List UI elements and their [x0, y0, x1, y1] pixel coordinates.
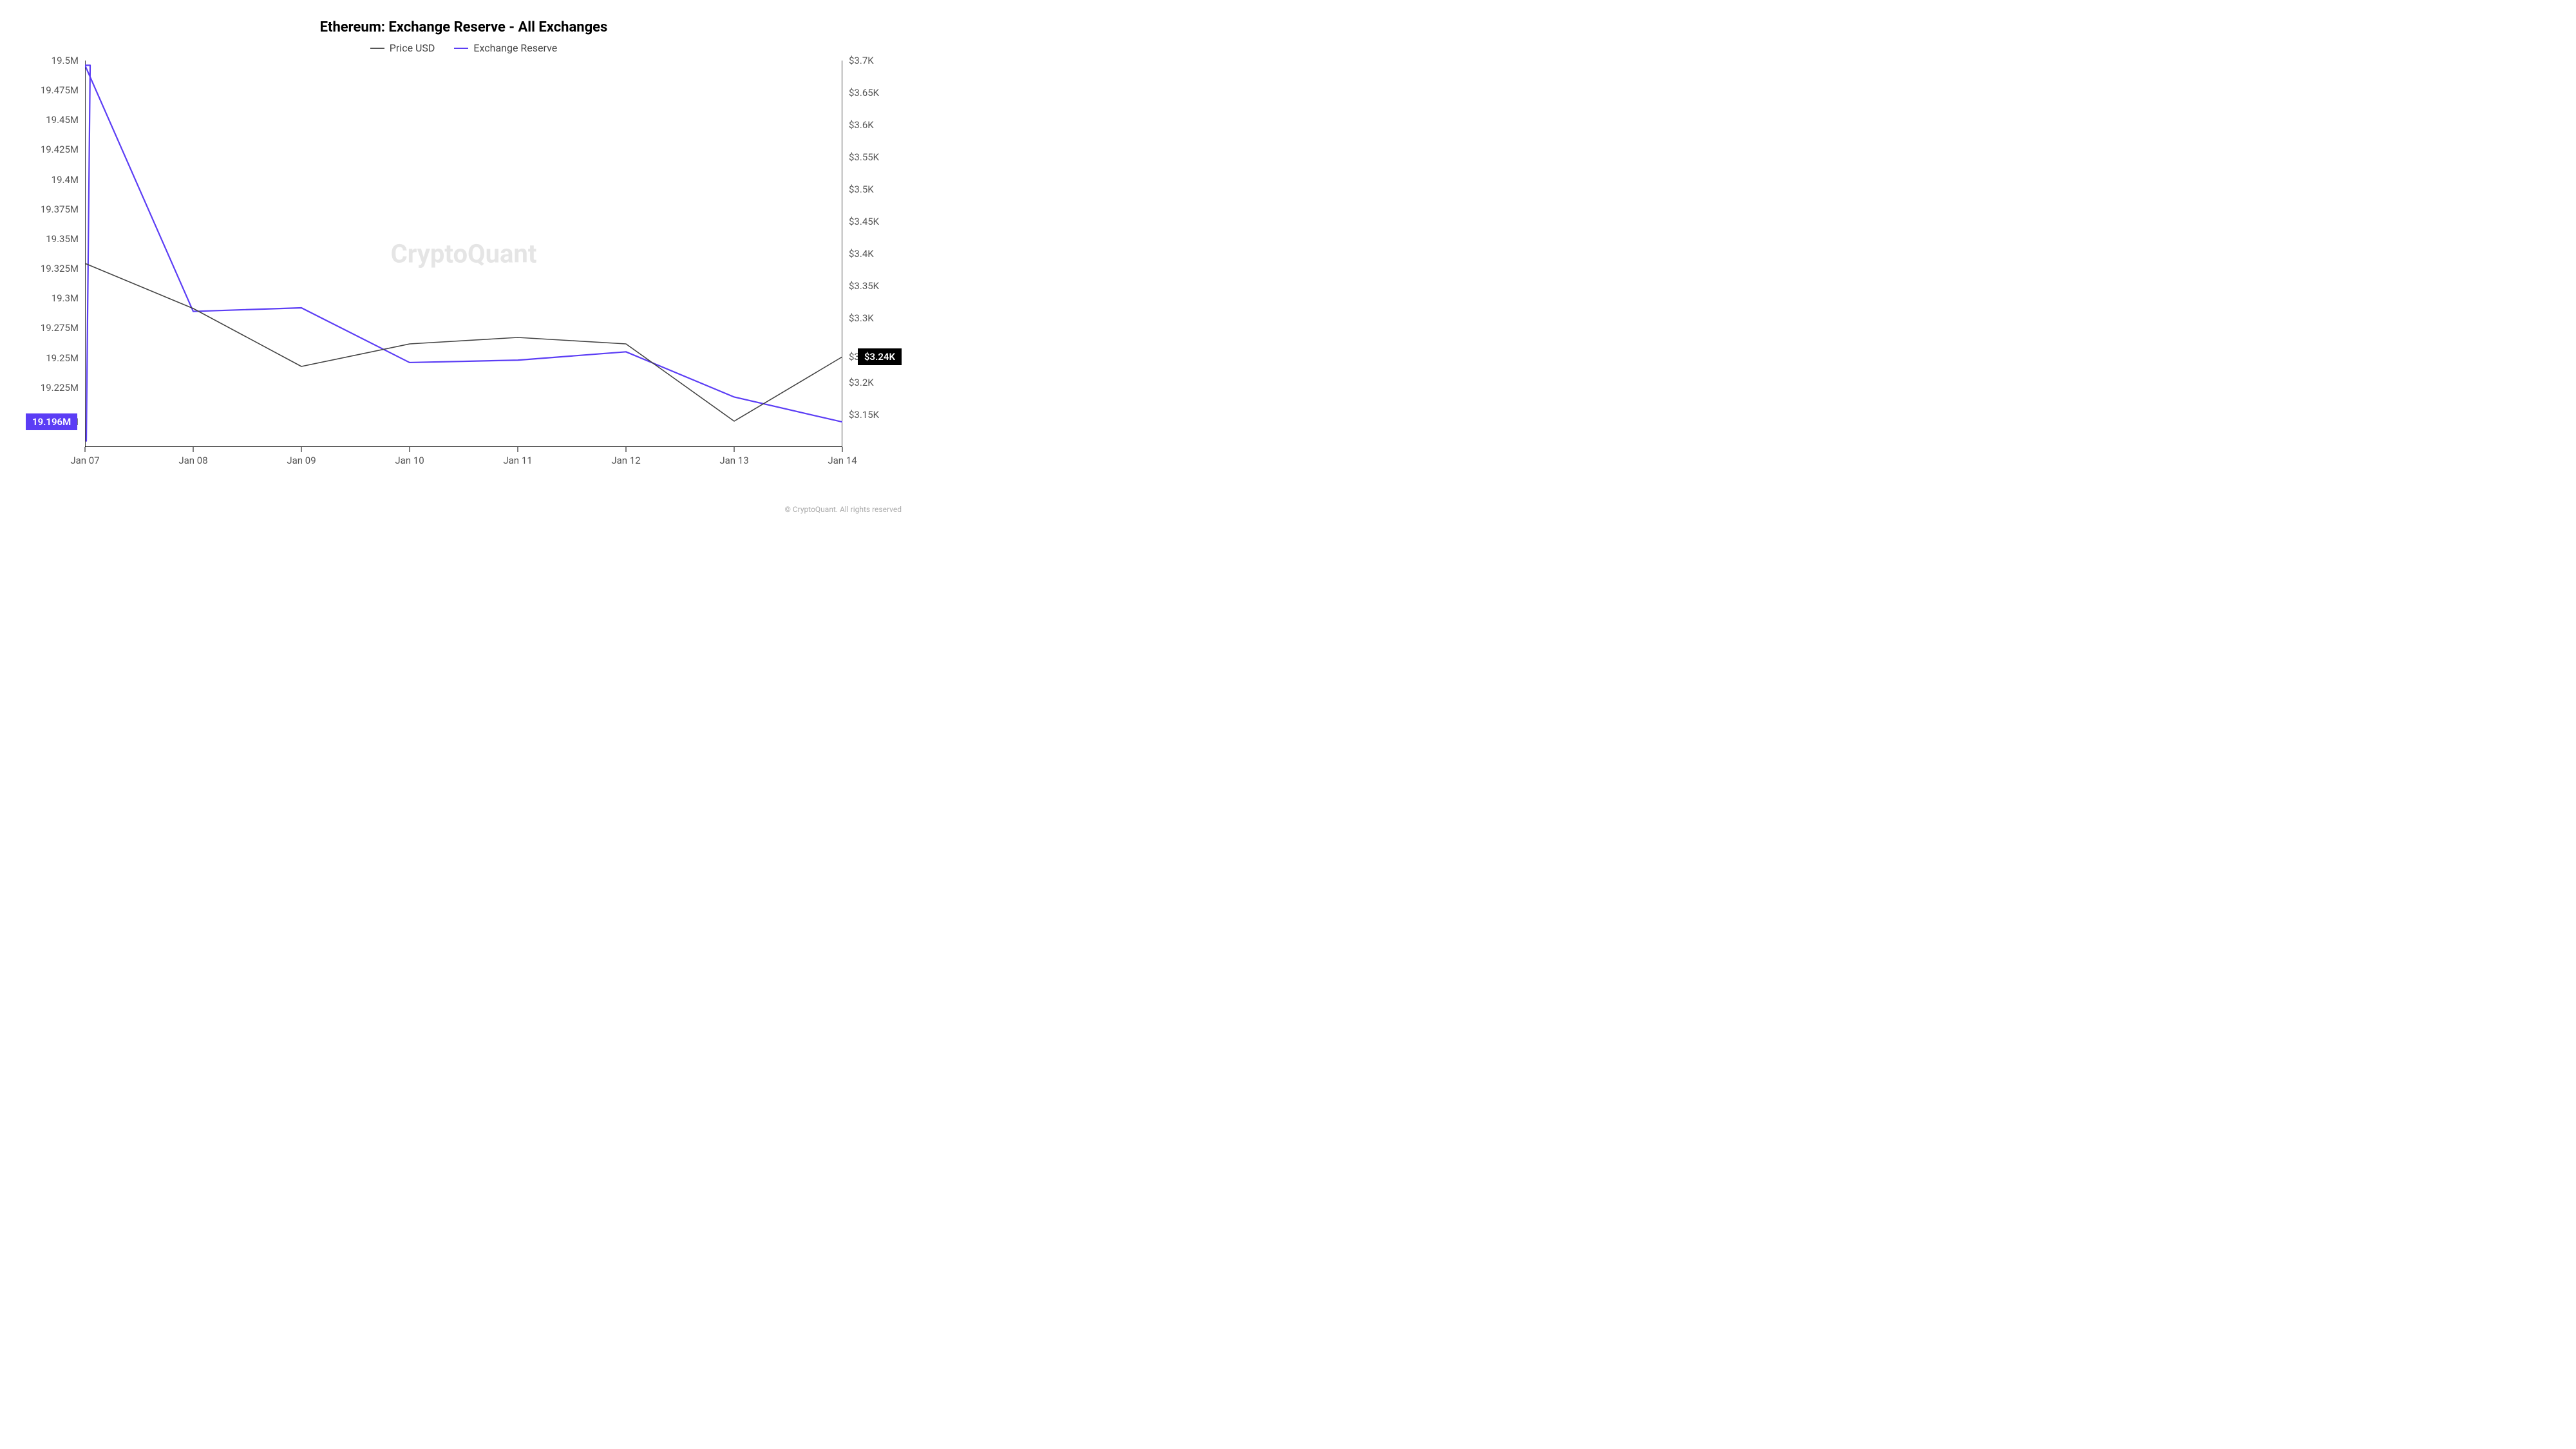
y-left-tick-label: 19.475M	[41, 84, 79, 96]
x-tick-mark	[842, 447, 843, 452]
x-tick-label: Jan 11	[503, 455, 532, 466]
y-right-tick-label: $3.45K	[849, 216, 879, 227]
y-right-tick-label: $3.7K	[849, 55, 874, 66]
y-right-tick-label: $3.55K	[849, 151, 879, 163]
y-right-tick-label: $3.2K	[849, 377, 874, 388]
x-tick-mark	[626, 447, 627, 452]
y-right-last-value-badge: $3.24K	[858, 348, 902, 365]
y-right-tick-label: $3.65K	[849, 87, 879, 99]
legend-label-price: Price USD	[390, 42, 435, 54]
y-left-tick-label: 19.225M	[41, 382, 79, 393]
y-right-tick-label: $3.15K	[849, 409, 879, 421]
legend-label-reserve: Exchange Reserve	[473, 42, 557, 54]
plot-area: CryptoQuant	[85, 61, 842, 447]
y-right-tick-label: $3.4K	[849, 248, 874, 260]
y-left-tick-label: 19.45M	[46, 114, 79, 126]
y-left-tick-label: 19.325M	[41, 263, 79, 274]
x-tick-label: Jan 09	[287, 455, 316, 466]
x-tick-label: Jan 13	[719, 455, 748, 466]
y-right-tick-label: $3.3K	[849, 312, 874, 324]
legend-item-price: Price USD	[370, 42, 435, 54]
legend-item-reserve: Exchange Reserve	[454, 42, 557, 54]
x-tick-label: Jan 07	[70, 455, 99, 466]
chart-title: Ethereum: Exchange Reserve - All Exchang…	[26, 19, 902, 35]
y-left-last-value-badge: 19.196M	[26, 413, 77, 430]
legend: Price USD Exchange Reserve	[26, 42, 902, 54]
y-left-tick-label: 19.4M	[52, 174, 79, 185]
series-line	[85, 65, 842, 440]
footer-copyright: © CryptoQuant. All rights reserved	[784, 505, 902, 514]
y-left-axis: 19.5M19.475M19.45M19.425M19.4M19.375M19.…	[26, 61, 85, 447]
y-left-tick-label: 19.375M	[41, 204, 79, 215]
y-left-tick-label: 19.3M	[52, 292, 79, 304]
legend-swatch-reserve	[454, 48, 468, 49]
x-tick-mark	[301, 447, 302, 452]
legend-swatch-price	[370, 48, 384, 49]
x-tick-label: Jan 14	[828, 455, 857, 466]
x-axis: Jan 07Jan 08Jan 09Jan 10Jan 11Jan 12Jan …	[85, 447, 842, 473]
x-tick-mark	[193, 447, 194, 452]
x-tick-label: Jan 12	[611, 455, 640, 466]
x-tick-label: Jan 08	[178, 455, 207, 466]
x-tick-mark	[85, 447, 86, 452]
plot-wrap: 19.5M19.475M19.45M19.425M19.4M19.375M19.…	[26, 61, 902, 473]
x-tick-label: Jan 10	[395, 455, 424, 466]
series-line	[85, 263, 842, 421]
y-left-tick-label: 19.425M	[41, 144, 79, 155]
y-left-tick-label: 19.5M	[52, 55, 79, 66]
y-left-tick-label: 19.25M	[46, 352, 79, 364]
y-left-tick-label: 19.275M	[41, 322, 79, 334]
y-right-tick-label: $3.6K	[849, 119, 874, 131]
plot-svg	[85, 61, 842, 447]
x-tick-mark	[734, 447, 735, 452]
chart-container: Ethereum: Exchange Reserve - All Exchang…	[0, 0, 927, 522]
y-left-tick-label: 19.35M	[46, 233, 79, 245]
y-right-axis: $3.7K$3.65K$3.6K$3.55K$3.5K$3.45K$3.4K$3…	[842, 61, 902, 447]
y-right-tick-label: $3.5K	[849, 184, 874, 195]
y-right-tick-label: $3.35K	[849, 280, 879, 292]
